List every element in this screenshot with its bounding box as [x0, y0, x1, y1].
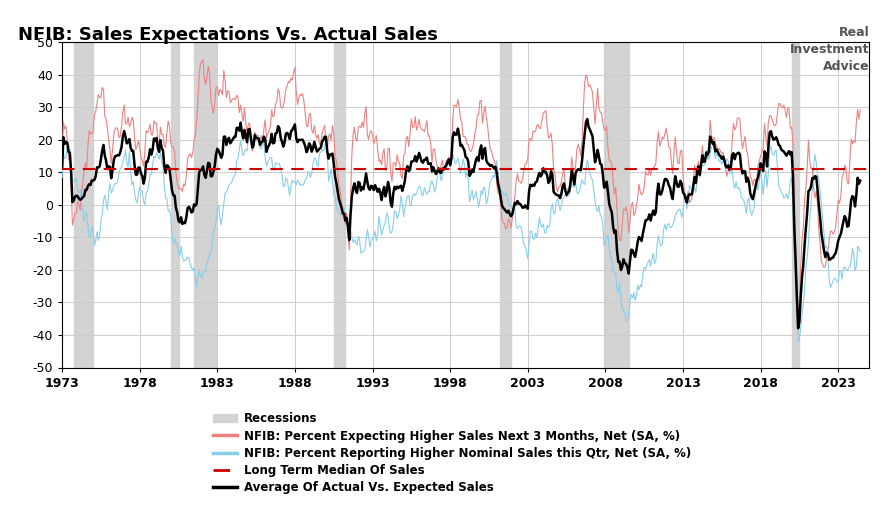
NFIB: Percent Expecting Higher Sales Next 3 Months, Net (SA, %): (1.98e+03, 44.5): Percent Expecting Higher Sales Next 3 Mo…: [198, 57, 208, 63]
Average Of Actual Vs. Expected Sales: [854, 177, 865, 184]
Average Of Actual Vs. Expected Sales: [299, 140, 309, 146]
Line: NFIB: Percent Reporting Higher Nominal Sales this Qtr, Net (SA, %): NFIB: Percent Reporting Higher Nominal S…: [62, 133, 859, 342]
NFIB: Percent Expecting Higher Sales Next 3 Months, Net (SA, %): (1.98e+03, 34.9): Percent Expecting Higher Sales Next 3 Mo…: [223, 88, 234, 94]
NFIB: Percent Expecting Higher Sales Next 3 Months, Net (SA, %): (2.01e+03, 9.59): Percent Expecting Higher Sales Next 3 Mo…: [666, 171, 677, 177]
Bar: [171, 42, 178, 368]
Bar: [790, 42, 798, 368]
NFIB: Percent Reporting Higher Nominal Sales this Qtr, Net (SA, %): (2e+03, 4.43): Percent Reporting Higher Nominal Sales t…: [475, 187, 486, 194]
NFIB: Percent Reporting Higher Nominal Sales this Qtr, Net (SA, %): (2.02e+03, -14.4): Percent Reporting Higher Nominal Sales t…: [854, 248, 865, 255]
Text: Real
Investment
Advice: Real Investment Advice: [789, 26, 868, 74]
NFIB: Percent Reporting Higher Nominal Sales this Qtr, Net (SA, %): (1.99e+03, 22.1): Percent Reporting Higher Nominal Sales t…: [320, 130, 330, 136]
Average Of Actual Vs. Expected Sales: [792, 325, 803, 331]
NFIB: Percent Reporting Higher Nominal Sales this Qtr, Net (SA, %): (1.99e+03, 7.61): Percent Reporting Higher Nominal Sales t…: [287, 177, 298, 183]
NFIB: Percent Expecting Higher Sales Next 3 Months, Net (SA, %): (1.99e+03, 40.7): Percent Expecting Higher Sales Next 3 Mo…: [288, 69, 299, 76]
NFIB: Percent Expecting Higher Sales Next 3 Months, Net (SA, %): (2.01e+03, 9.12): Percent Expecting Higher Sales Next 3 Mo…: [642, 172, 653, 178]
NFIB: Percent Expecting Higher Sales Next 3 Months, Net (SA, %): (1.97e+03, 14): Percent Expecting Higher Sales Next 3 Mo…: [57, 156, 67, 162]
Bar: [500, 42, 510, 368]
Average Of Actual Vs. Expected Sales: [57, 165, 67, 172]
NFIB: Percent Expecting Higher Sales Next 3 Months, Net (SA, %): (2e+03, 32.1): Percent Expecting Higher Sales Next 3 Mo…: [475, 97, 486, 103]
Bar: [603, 42, 628, 368]
Average Of Actual Vs. Expected Sales: [581, 116, 592, 122]
Average Of Actual Vs. Expected Sales: [642, 216, 653, 222]
NFIB: Percent Expecting Higher Sales Next 3 Months, Net (SA, %): (2.02e+03, -33.7): Percent Expecting Higher Sales Next 3 Mo…: [792, 311, 803, 318]
Bar: [194, 42, 215, 368]
Line: NFIB: Percent Expecting Higher Sales Next 3 Months, Net (SA, %): NFIB: Percent Expecting Higher Sales Nex…: [62, 60, 859, 314]
NFIB: Percent Reporting Higher Nominal Sales this Qtr, Net (SA, %): (1.99e+03, 6.45): Percent Reporting Higher Nominal Sales t…: [299, 181, 309, 187]
Bar: [333, 42, 345, 368]
NFIB: Percent Reporting Higher Nominal Sales this Qtr, Net (SA, %): (2.01e+03, -17.7): Percent Reporting Higher Nominal Sales t…: [642, 259, 653, 266]
Bar: [74, 42, 93, 368]
Average Of Actual Vs. Expected Sales: [666, 196, 677, 202]
Line: Average Of Actual Vs. Expected Sales: Average Of Actual Vs. Expected Sales: [62, 119, 859, 328]
Average Of Actual Vs. Expected Sales: [287, 127, 298, 133]
Legend: Recessions, NFIB: Percent Expecting Higher Sales Next 3 Months, Net (SA, %), NFI: Recessions, NFIB: Percent Expecting High…: [213, 413, 690, 494]
NFIB: Percent Expecting Higher Sales Next 3 Months, Net (SA, %): (1.99e+03, 28): Percent Expecting Higher Sales Next 3 Mo…: [299, 110, 310, 117]
NFIB: Percent Reporting Higher Nominal Sales this Qtr, Net (SA, %): (2.02e+03, -42.2): Percent Reporting Higher Nominal Sales t…: [792, 339, 803, 345]
Text: NFIB: Sales Expectations Vs. Actual Sales: NFIB: Sales Expectations Vs. Actual Sale…: [18, 26, 437, 44]
Average Of Actual Vs. Expected Sales: [474, 148, 485, 154]
Average Of Actual Vs. Expected Sales: [222, 137, 233, 143]
NFIB: Percent Reporting Higher Nominal Sales this Qtr, Net (SA, %): (1.98e+03, 4.82): Percent Reporting Higher Nominal Sales t…: [222, 186, 233, 192]
NFIB: Percent Reporting Higher Nominal Sales this Qtr, Net (SA, %): (1.97e+03, 8.22): Percent Reporting Higher Nominal Sales t…: [57, 175, 67, 181]
NFIB: Percent Expecting Higher Sales Next 3 Months, Net (SA, %): (2.02e+03, 29.2): Percent Expecting Higher Sales Next 3 Mo…: [854, 107, 865, 113]
NFIB: Percent Reporting Higher Nominal Sales this Qtr, Net (SA, %): (2.01e+03, -6.07): Percent Reporting Higher Nominal Sales t…: [666, 222, 677, 228]
